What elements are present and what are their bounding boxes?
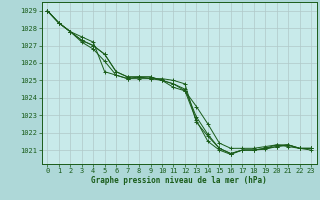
X-axis label: Graphe pression niveau de la mer (hPa): Graphe pression niveau de la mer (hPa) <box>91 176 267 185</box>
